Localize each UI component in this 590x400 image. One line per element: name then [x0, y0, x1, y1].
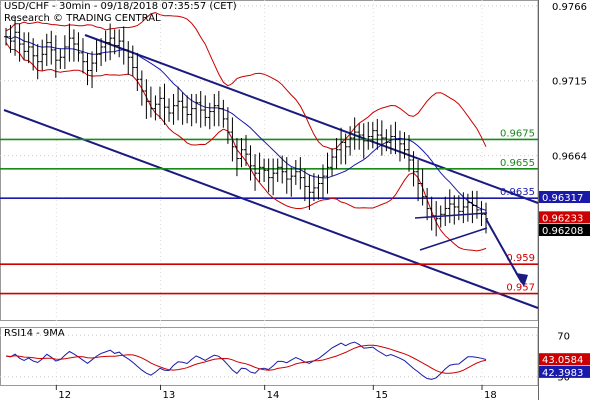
rsi-tag-label: 42.3983 [542, 368, 583, 379]
price-tag-label: 0.96233 [542, 213, 583, 224]
rsi-tag-box [539, 365, 590, 378]
rsi-tick-label: 30 [557, 373, 570, 384]
bollinger-upper-band [5, 12, 487, 150]
price-tag-box [539, 224, 590, 237]
channel-lower-line [3, 109, 539, 309]
chart-header-research: Research © TRADING CENTRAL [4, 13, 161, 24]
y-tick-label: 0.9715 [552, 77, 587, 88]
x-tick-label: 14 [267, 390, 280, 400]
level-label: 0.959 [506, 253, 535, 264]
pattern-top-line [414, 212, 488, 219]
pattern-bottom-line [419, 227, 488, 251]
price-tag-label: 0.96208 [542, 226, 583, 237]
price-tag-box [539, 211, 590, 224]
level-label: 0.957 [506, 283, 535, 294]
y-tick-label: 0.9766 [552, 2, 587, 13]
x-tick-label: 15 [375, 390, 388, 400]
rsi-title: RSI14 - 9MA [4, 328, 65, 339]
rsi-ma-line [5, 344, 487, 374]
rsi-tag-label: 43.0584 [542, 355, 583, 366]
x-tick-label: 18 [484, 390, 497, 400]
moving-average-line [5, 36, 487, 211]
main-panel-frame [0, 0, 539, 321]
chart-header-title: USD/CHF - 30min - 09/18/2018 07:35:57 (C… [4, 1, 237, 12]
price-tag-box [539, 191, 590, 204]
projection-arrow-line [485, 218, 523, 284]
level-label: 0.9675 [500, 128, 535, 139]
projection-arrow-head [515, 272, 528, 287]
level-label: 0.9635 [500, 187, 535, 198]
price-tag-label: 0.96317 [542, 193, 583, 204]
rsi-line [5, 341, 487, 380]
x-tick-label: 13 [162, 390, 175, 400]
channel-upper-line [84, 34, 539, 204]
x-tick-label: 12 [58, 390, 71, 400]
y-tick-label: 0.9664 [552, 152, 587, 163]
level-label: 0.9655 [500, 158, 535, 169]
rsi-tag-box [539, 353, 590, 366]
rsi-tick-label: 70 [557, 331, 570, 342]
